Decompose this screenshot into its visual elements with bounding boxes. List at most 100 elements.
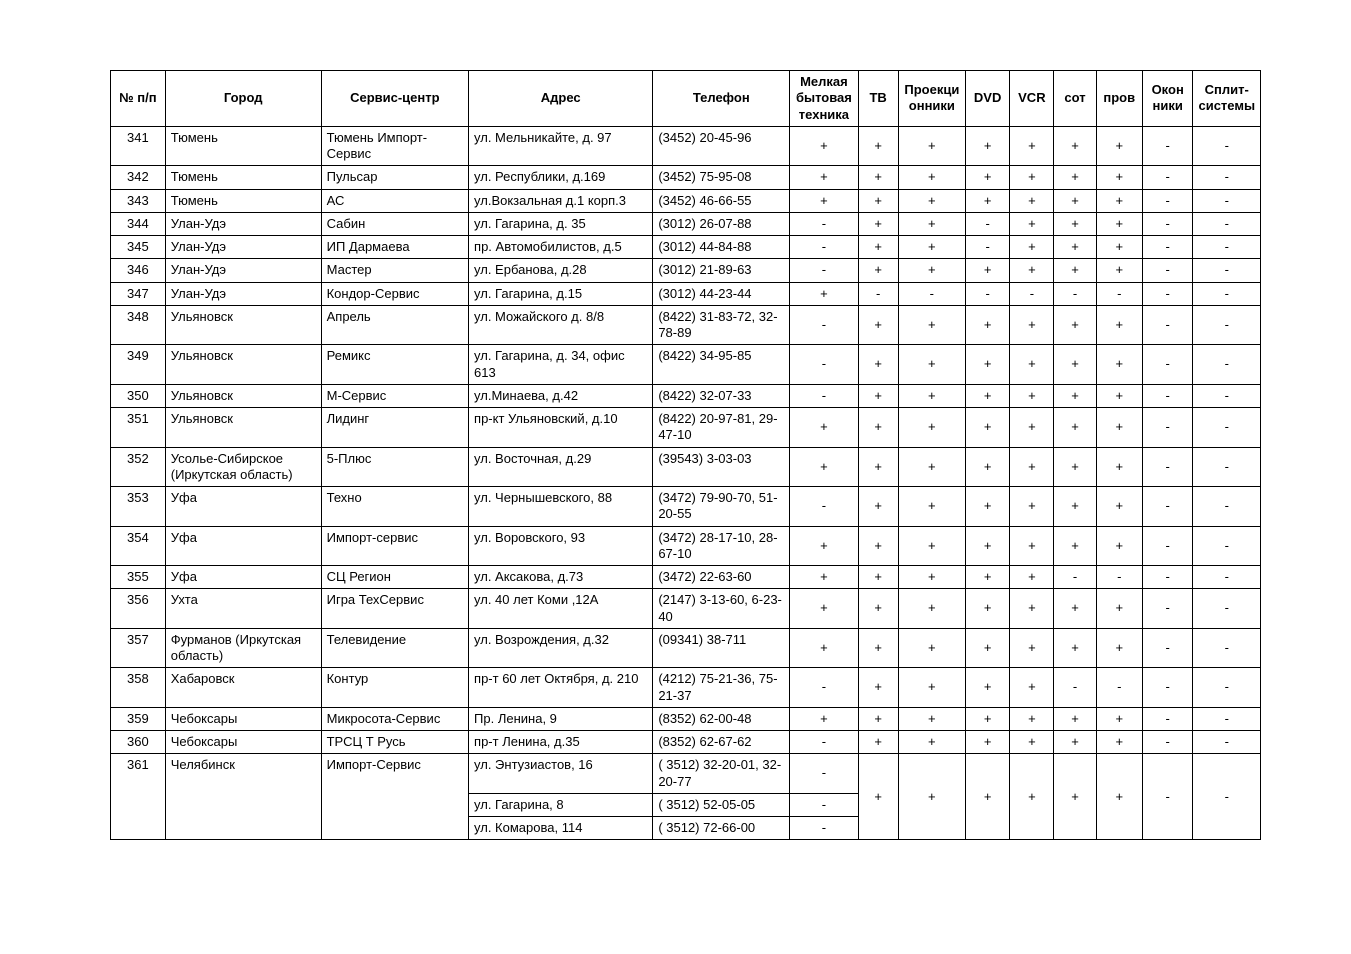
cell-split: - [1193, 408, 1261, 448]
cell-proj: + [898, 628, 965, 668]
cell-n: 361 [111, 754, 166, 840]
cell-small: + [790, 447, 858, 487]
cell-prov: + [1096, 408, 1142, 448]
table-row: 349УльяновскРемиксул. Гагарина, д. 34, о… [111, 345, 1261, 385]
cell-n: 355 [111, 566, 166, 589]
cell-vcr: + [1010, 668, 1054, 708]
cell-sot: + [1054, 345, 1096, 385]
cell-vcr: + [1010, 526, 1054, 566]
cell-split: - [1193, 259, 1261, 282]
cell-sot: + [1054, 487, 1096, 527]
cell-vcr: + [1010, 166, 1054, 189]
cell-service: Апрель [321, 305, 468, 345]
cell-dvd: + [966, 526, 1010, 566]
cell-service: 5-Плюс [321, 447, 468, 487]
cell-service: Пульсар [321, 166, 468, 189]
cell-n: 351 [111, 408, 166, 448]
cell-proj: + [898, 259, 965, 282]
cell-proj: + [898, 126, 965, 166]
table-row: 350УльяновскМ-Сервисул.Минаева, д.42(842… [111, 384, 1261, 407]
cell-tv: + [858, 707, 898, 730]
cell-okon: - [1142, 126, 1193, 166]
cell-n: 341 [111, 126, 166, 166]
cell-prov: + [1096, 212, 1142, 235]
table-row: 348УльяновскАпрельул. Можайского д. 8/8(… [111, 305, 1261, 345]
table-head: № п/пГородСервис-центрАдресТелефонМелкая… [111, 71, 1261, 127]
cell-sot: + [1054, 166, 1096, 189]
cell-dvd: + [966, 189, 1010, 212]
cell-dvd: + [966, 408, 1010, 448]
cell-phone: (3012) 26-07-88 [653, 212, 790, 235]
cell-okon: - [1142, 236, 1193, 259]
table-row: 342ТюменьПульсарул. Республики, д.169(34… [111, 166, 1261, 189]
cell-dvd: - [966, 282, 1010, 305]
table-row: 356УхтаИгра ТехСервисул. 40 лет Коми ,12… [111, 589, 1261, 629]
cell-address: ул.Вокзальная д.1 корп.3 [469, 189, 653, 212]
cell-split: - [1193, 447, 1261, 487]
cell-vcr: + [1010, 408, 1054, 448]
cell-vcr: + [1010, 707, 1054, 730]
cell-city: Тюмень [165, 166, 321, 189]
cell-service: Импорт-сервис [321, 526, 468, 566]
cell-phone: (2147) 3-13-60, 6-23-40 [653, 589, 790, 629]
cell-dvd: + [966, 305, 1010, 345]
cell-small: - [790, 754, 858, 794]
cell-dvd: + [966, 566, 1010, 589]
cell-service: СЦ Регион [321, 566, 468, 589]
cell-tv: - [858, 282, 898, 305]
cell-split: - [1193, 305, 1261, 345]
cell-okon: - [1142, 384, 1193, 407]
cell-sot: + [1054, 731, 1096, 754]
table-row: 357Фурманов (Иркутская область)Телевиден… [111, 628, 1261, 668]
cell-okon: - [1142, 212, 1193, 235]
cell-okon: - [1142, 731, 1193, 754]
cell-address: ул. Можайского д. 8/8 [469, 305, 653, 345]
cell-split: - [1193, 731, 1261, 754]
cell-prov: + [1096, 447, 1142, 487]
cell-okon: - [1142, 408, 1193, 448]
table-row: 359ЧебоксарыМикросота-СервисПр. Ленина, … [111, 707, 1261, 730]
cell-city: Уфа [165, 487, 321, 527]
col-small: Мелкая бытовая техника [790, 71, 858, 127]
cell-address: ул. Гагарина, 8 [469, 793, 653, 816]
col-tv: ТВ [858, 71, 898, 127]
cell-prov: + [1096, 126, 1142, 166]
cell-n: 342 [111, 166, 166, 189]
cell-proj: + [898, 754, 965, 840]
cell-tv: + [858, 236, 898, 259]
cell-small: - [790, 668, 858, 708]
service-table: № п/пГородСервис-центрАдресТелефонМелкая… [110, 70, 1261, 840]
cell-address: ул. Восточная, д.29 [469, 447, 653, 487]
cell-service: Тюмень Импорт-Сервис [321, 126, 468, 166]
cell-phone: (3012) 44-23-44 [653, 282, 790, 305]
cell-service: М-Сервис [321, 384, 468, 407]
cell-prov: + [1096, 526, 1142, 566]
col-city: Город [165, 71, 321, 127]
cell-prov: - [1096, 282, 1142, 305]
cell-small: - [790, 793, 858, 816]
cell-service: ИП Дармаева [321, 236, 468, 259]
cell-small: + [790, 166, 858, 189]
cell-prov: + [1096, 259, 1142, 282]
cell-phone: (8352) 62-00-48 [653, 707, 790, 730]
cell-okon: - [1142, 566, 1193, 589]
cell-sot: - [1054, 668, 1096, 708]
cell-dvd: + [966, 487, 1010, 527]
cell-okon: - [1142, 189, 1193, 212]
cell-dvd: + [966, 731, 1010, 754]
cell-address: ул. Аксакова, д.73 [469, 566, 653, 589]
cell-split: - [1193, 126, 1261, 166]
cell-tv: + [858, 305, 898, 345]
table-row: 353УфаТехноул. Чернышевского, 88(3472) 7… [111, 487, 1261, 527]
cell-vcr: + [1010, 305, 1054, 345]
cell-small: + [790, 189, 858, 212]
cell-address: ул. Гагарина, д. 34, офис 613 [469, 345, 653, 385]
cell-phone: (8422) 32-07-33 [653, 384, 790, 407]
cell-dvd: - [966, 236, 1010, 259]
cell-sot: + [1054, 189, 1096, 212]
cell-proj: + [898, 487, 965, 527]
cell-split: - [1193, 345, 1261, 385]
cell-okon: - [1142, 282, 1193, 305]
cell-split: - [1193, 589, 1261, 629]
cell-sot: + [1054, 589, 1096, 629]
